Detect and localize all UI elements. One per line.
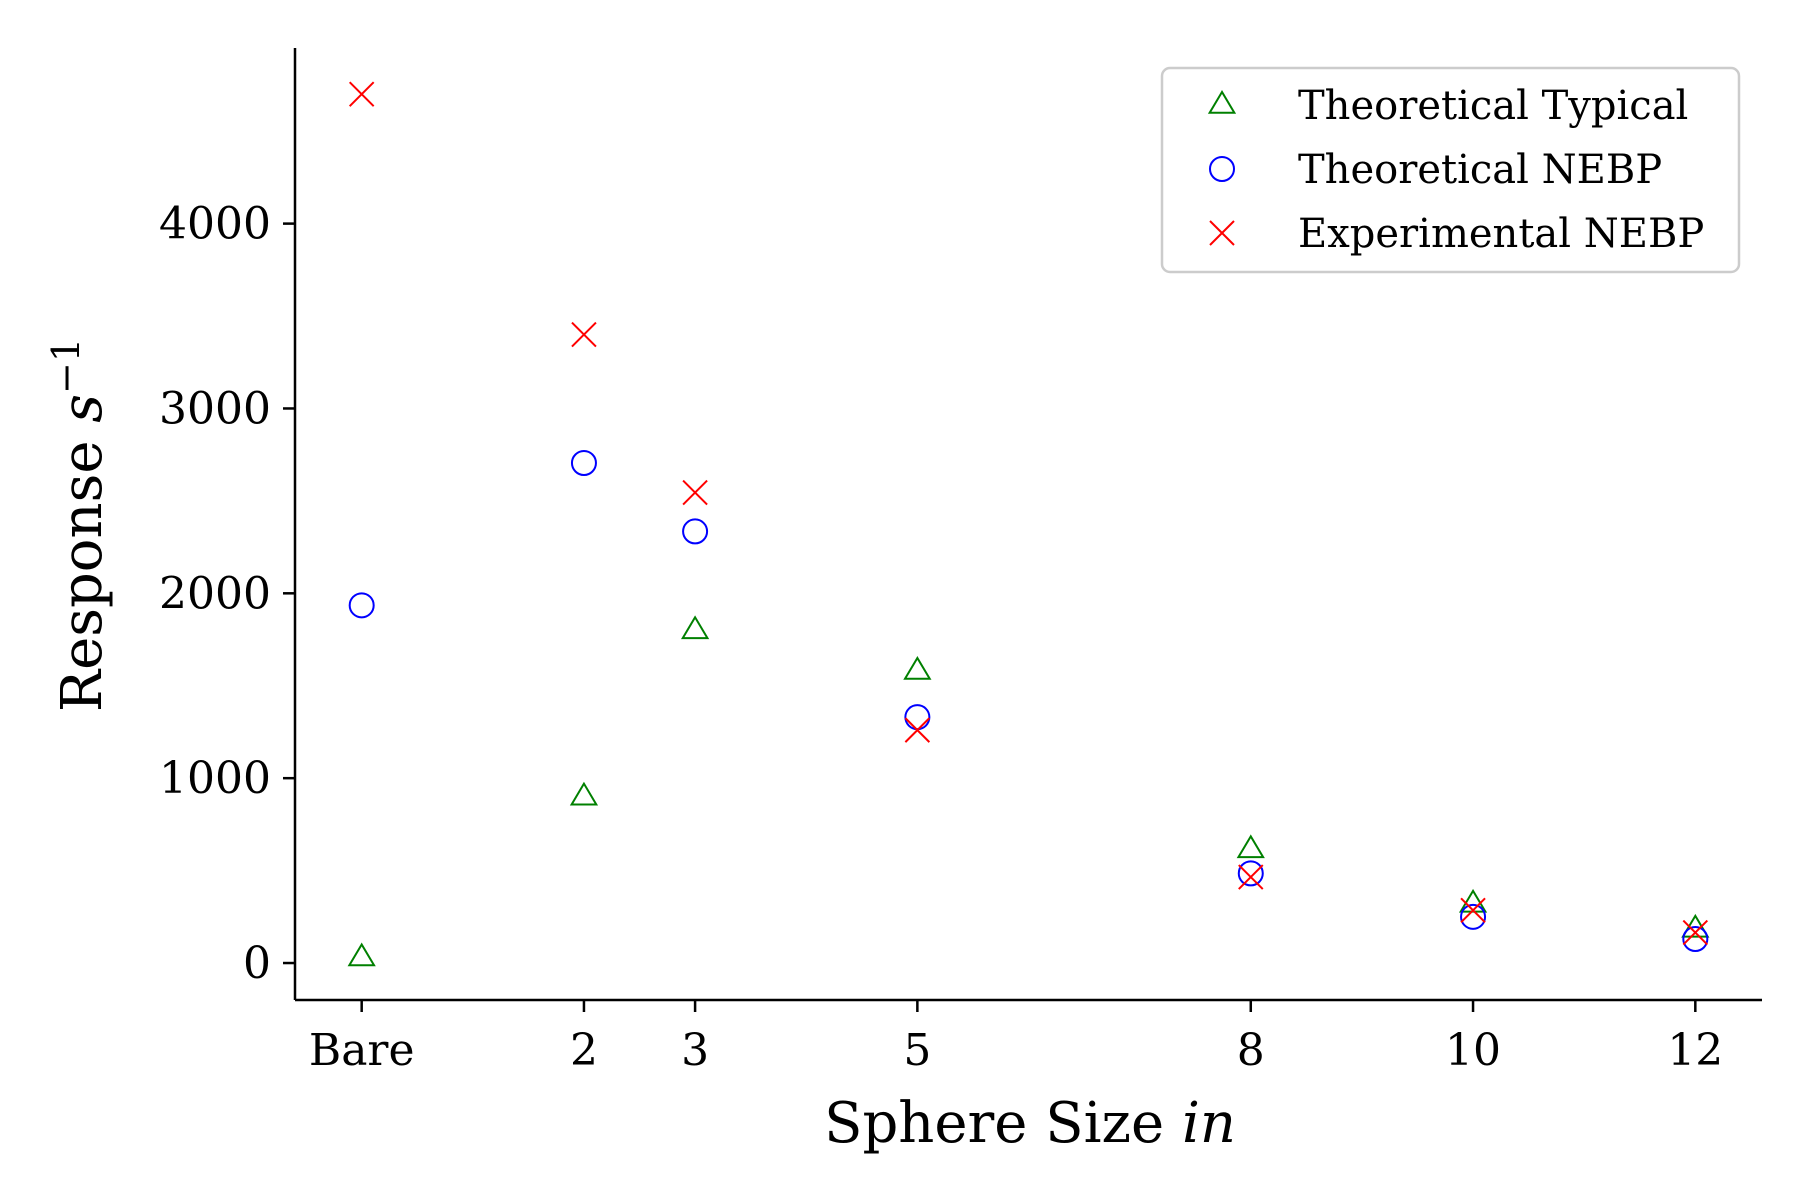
legend-marker-x: [1209, 220, 1235, 246]
data-point-circle: [1682, 925, 1709, 952]
data-point-x: [1682, 919, 1709, 946]
data-point-triangle: [569, 781, 599, 806]
marks-layer: [347, 81, 1710, 967]
data-point-circle: [1237, 860, 1264, 887]
legend-label: Theoretical Typical: [1298, 83, 1688, 129]
legend: Theoretical Typical Theoretical NEBP Exper…: [1160, 66, 1741, 274]
y-tick-label: 0: [243, 938, 271, 989]
legend-entry: Experimental NEBP: [1209, 211, 1704, 257]
y-tick-label: 1000: [159, 753, 271, 804]
data-point-x: [904, 717, 931, 743]
data-point-triangle: [903, 656, 932, 680]
y-tick-label: 4000: [159, 199, 271, 250]
y-tick-label: 3000: [159, 383, 271, 434]
data-point-x: [348, 81, 375, 107]
x-axis-title-unit: in: [1182, 1091, 1236, 1156]
legend-label: Theoretical NEBP: [1298, 147, 1662, 193]
legend-entries: Theoretical Typical Theoretical NEBP Exper…: [1207, 83, 1704, 257]
x-tick-label: 10: [1445, 1025, 1501, 1076]
x-tick-label: 3: [681, 1025, 709, 1076]
x-tick-label: 2: [570, 1025, 598, 1076]
series-triangle-points: [347, 615, 1710, 967]
legend-marker-circle: [1209, 156, 1235, 182]
legend-label: Experimental NEBP: [1298, 211, 1704, 257]
x-tick-label: 12: [1667, 1025, 1723, 1076]
data-point-circle: [904, 704, 931, 731]
series-x-points: [348, 81, 1709, 946]
y-tick-label: 2000: [159, 568, 271, 619]
data-point-x: [571, 321, 597, 348]
data-point-x: [1460, 897, 1486, 924]
data-point-circle: [348, 592, 375, 619]
legend-entry: Theoretical Typical: [1207, 83, 1688, 129]
y-axis-title-unit: s: [50, 394, 115, 423]
x-tick-label: 5: [903, 1025, 931, 1076]
legend-entry: Theoretical NEBP: [1209, 147, 1662, 193]
y-axis-title-exponent: −1: [44, 338, 88, 394]
data-point-circle: [1460, 903, 1487, 930]
data-point-x: [1238, 864, 1264, 890]
x-axis-title: Sphere Size in: [824, 1091, 1236, 1156]
series-circle-points: [348, 449, 1709, 952]
y-axis-title: Response s−1: [44, 338, 115, 712]
data-point-circle: [570, 449, 597, 476]
data-point-triangle: [347, 942, 376, 967]
data-point-triangle: [1236, 834, 1265, 859]
x-tick-label: Bare: [309, 1025, 415, 1076]
data-point-circle: [682, 518, 709, 545]
data-point-triangle: [680, 615, 710, 640]
legend-marker-triangle: [1207, 90, 1237, 114]
legend-frame: [1160, 66, 1741, 274]
data-point-x: [682, 479, 708, 506]
ticks-layer: Bare 2 3 5 8 10 12 0 1000 2000 3000 4000: [159, 199, 1723, 1076]
y-axis-title-text: Response: [50, 441, 115, 713]
x-tick-label: 8: [1237, 1025, 1265, 1076]
x-axis-title-text: Sphere Size: [824, 1091, 1164, 1156]
